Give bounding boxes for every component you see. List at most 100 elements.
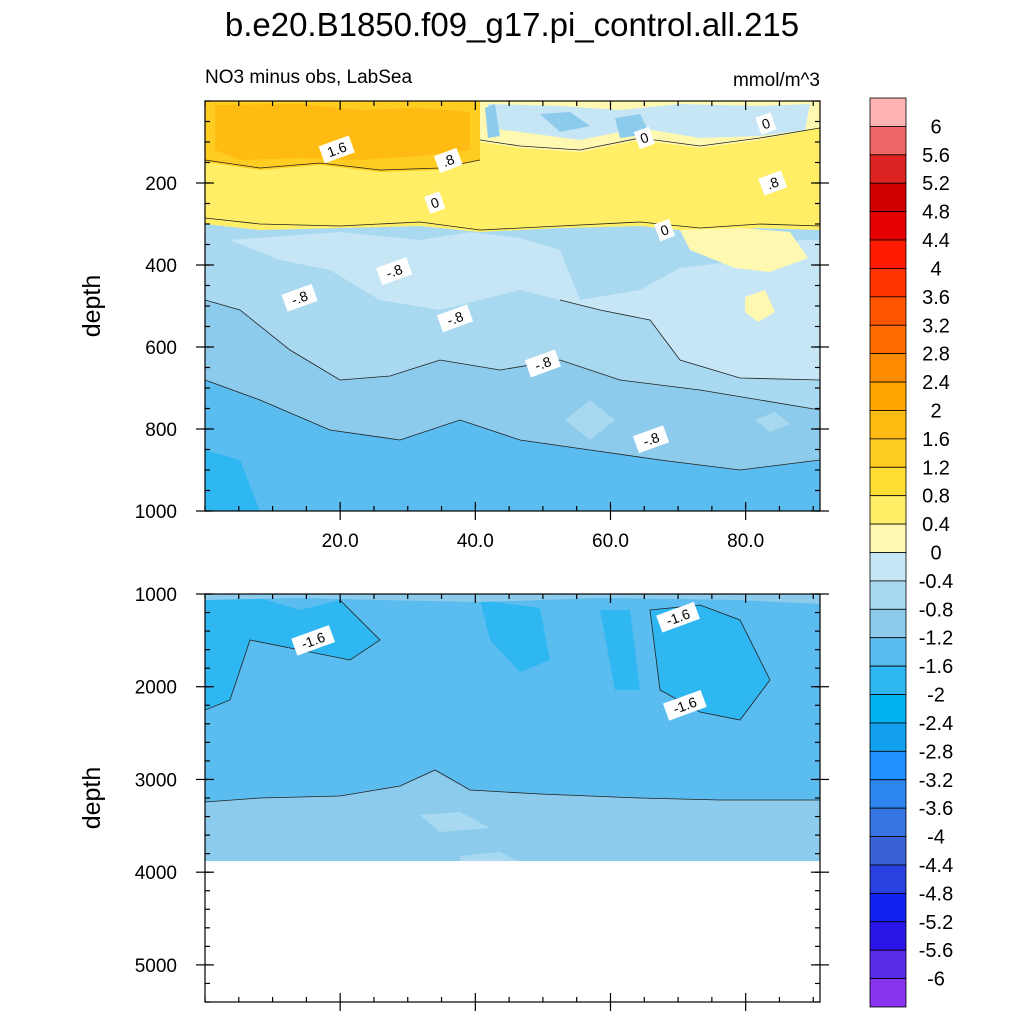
- lower-bottom-patch: [460, 852, 520, 862]
- upper-shallow-negative-pockets: [485, 104, 650, 138]
- colorbar-label: 0: [930, 543, 941, 565]
- colorbar-swatch: [869, 438, 907, 468]
- upper-panel-field: [205, 101, 820, 511]
- colorbar-swatch: [869, 466, 907, 497]
- colorbar-swatch: [869, 211, 907, 241]
- y-tick-label: 400: [145, 256, 177, 277]
- y-tick-label: 200: [145, 174, 177, 195]
- upper-positive-patch: [745, 290, 775, 322]
- colorbar-swatch: [869, 836, 907, 866]
- contour-label: -.8: [436, 304, 474, 333]
- x-tick-label: 80.0: [727, 531, 764, 552]
- upper-isoline-5: [559, 299, 820, 381]
- lower-isoline-1: [205, 769, 820, 803]
- contour-label-bg: [433, 147, 463, 174]
- colorbar-legend: 6 5.6 5.2 4.8 4.4 4 3.6 3.2 2.8 2.4 2 1.6 1.2 0.8 0.4 0…: [869, 97, 953, 1008]
- contour-label: 1.6: [318, 135, 355, 164]
- contour-label-bg: [632, 425, 670, 454]
- colorbar-swatch: [869, 353, 907, 383]
- colorbar-swatch: [869, 608, 907, 639]
- lower-strong-negative-2: [480, 600, 550, 672]
- plot-overlay: 20.0 40.0 60.0 80.0 200 400 600 800 1000 1000 2000…: [78, 100, 829, 1011]
- colorbar-label: 5.6: [922, 145, 950, 167]
- colorbar-label: 5.2: [922, 173, 950, 195]
- colorbar-label: 2: [930, 400, 941, 422]
- colorbar-label: -1.6: [919, 656, 953, 678]
- chart-title: b.e20.B1850.f09_g17.pi_control.all.215: [225, 6, 799, 43]
- colorbar-swatch: [869, 637, 907, 667]
- contour-label-text: .8: [440, 151, 457, 170]
- colorbar-swatch: [869, 239, 907, 269]
- colorbar-swatch: [869, 665, 907, 695]
- colorbar-swatch: [869, 949, 907, 979]
- contour-label-text: -.8: [445, 308, 466, 329]
- contour-label-bg: [424, 191, 446, 214]
- lower-y-axis-label: depth: [78, 767, 106, 830]
- colorbar-label: -2: [927, 685, 945, 707]
- x-tick-label: 60.0: [592, 531, 629, 552]
- contour-label-bg: [281, 283, 318, 312]
- colorbar-label: -5.6: [919, 940, 953, 962]
- y-tick-label: 4000: [135, 863, 177, 884]
- lower-top-band: [205, 594, 820, 604]
- colorbar-swatch: [869, 182, 907, 213]
- colorbar-label: -3.2: [919, 770, 953, 792]
- colorbar-label: -6: [927, 969, 945, 991]
- colorbar-swatch: [869, 580, 907, 610]
- contour-label: 0: [653, 218, 676, 242]
- colorbar-label: 2.4: [922, 372, 950, 394]
- colorbar-swatch: [869, 864, 907, 894]
- lower-panel-field: [205, 594, 820, 862]
- colorbar-label: 2.8: [922, 344, 950, 366]
- upper-core-positive: [215, 104, 470, 160]
- contour-label-text: -.8: [532, 353, 553, 374]
- contour-label: 0: [633, 126, 655, 150]
- colorbar-swatch: [869, 126, 907, 156]
- y-tick-label: 1000: [135, 502, 177, 523]
- colorbar-swatch: [869, 978, 907, 1008]
- contour-label-bg: [653, 218, 676, 242]
- colorbar-label: 4: [930, 258, 941, 280]
- contour-label-text: -.8: [641, 429, 662, 450]
- colorbar-swatch: [869, 694, 907, 724]
- colorbar-label: 0.4: [922, 514, 950, 536]
- colorbar-swatch: [869, 410, 907, 440]
- x-tick-label: 20.0: [322, 531, 359, 552]
- colorbar-label: 0.8: [922, 486, 950, 508]
- y-tick-label: 2000: [135, 678, 177, 699]
- colorbar-swatch: [869, 750, 907, 781]
- y-tick-label: 600: [145, 338, 177, 359]
- colorbar-label: 6: [930, 116, 941, 138]
- colorbar-swatch: [869, 779, 907, 809]
- lower-strong-negative-4: [650, 605, 770, 720]
- colorbar-swatch: [869, 892, 907, 923]
- colorbar-label: 3.2: [922, 315, 950, 337]
- y-tick-label: 1000: [135, 585, 177, 606]
- colorbar-swatch: [869, 268, 907, 298]
- y-tick-label: 800: [145, 420, 177, 441]
- chart-units-label: mmol/m^3: [733, 70, 820, 91]
- colorbar-swatch: [869, 807, 907, 837]
- contour-label: .8: [433, 147, 463, 174]
- contour-label-text: -1.6: [299, 629, 327, 652]
- colorbar-label: -0.4: [919, 571, 953, 593]
- colorbar-label: 3.6: [922, 287, 950, 309]
- colorbar-swatch: [869, 495, 907, 525]
- contour-label-bg: [524, 349, 562, 378]
- contour-label-bg: [318, 135, 355, 164]
- contour-label-text: -1.6: [671, 694, 699, 717]
- colorbar-label: -5.2: [919, 912, 953, 934]
- colorbar-swatch: [869, 523, 907, 553]
- contour-label-text: -1.6: [664, 605, 692, 628]
- colorbar-swatch: [869, 552, 907, 582]
- contour-label: -1.6: [662, 689, 707, 721]
- contour-label-text: .8: [764, 173, 781, 192]
- contour-label-bg: [656, 601, 700, 633]
- colorbar-label: 4.4: [922, 230, 950, 252]
- contour-label-text: -.8: [289, 287, 310, 308]
- upper-y-axis-label: depth: [78, 275, 106, 338]
- colorbar-swatch: [869, 97, 907, 127]
- upper-isoline-3: [205, 299, 820, 411]
- y-tick-label: 5000: [135, 956, 177, 977]
